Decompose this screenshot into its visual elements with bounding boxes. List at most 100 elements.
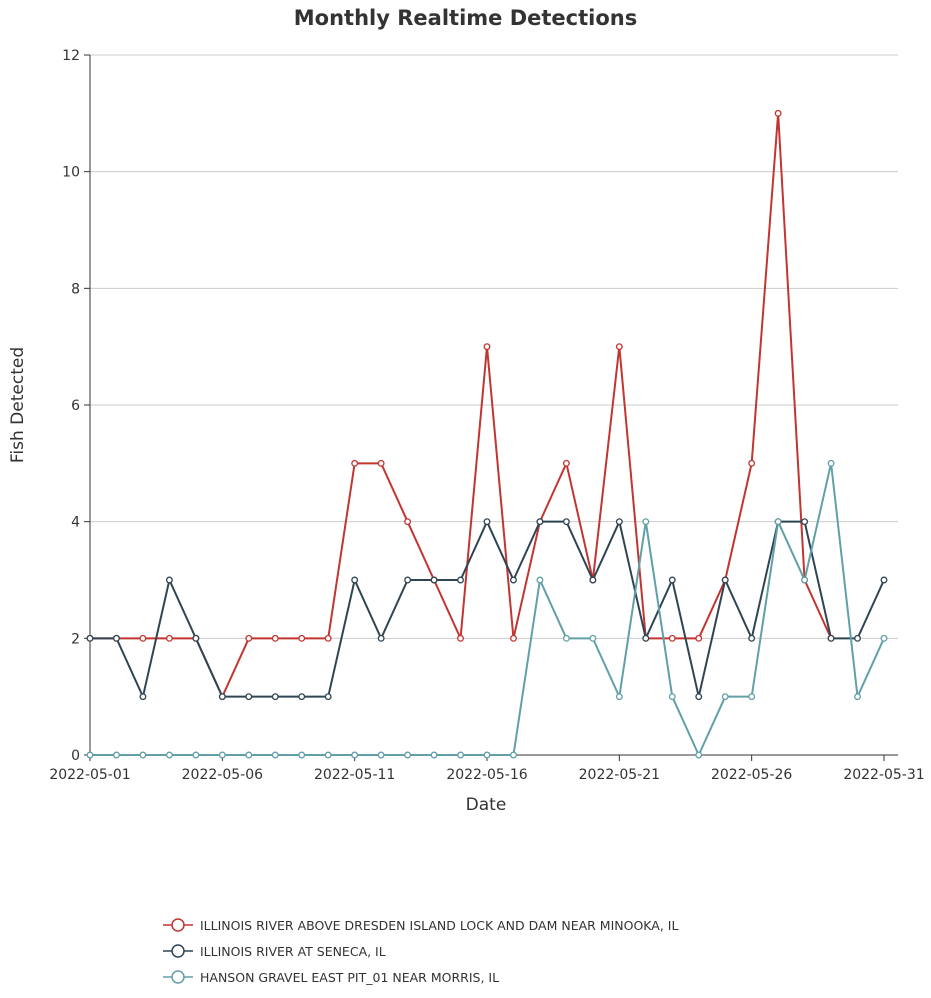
series-1-point xyxy=(510,634,517,642)
grid-lines xyxy=(90,54,898,639)
series-3-point xyxy=(165,751,173,759)
legend-label: ILLINOIS RIVER AT SENECA, IL xyxy=(200,943,386,959)
series-3-point xyxy=(801,576,809,584)
series-3-point xyxy=(298,751,306,759)
series-2-point xyxy=(218,693,226,701)
series-1-point xyxy=(245,634,253,642)
series-3-point xyxy=(245,751,253,759)
series-2-point xyxy=(298,693,306,701)
series-3-point xyxy=(589,634,597,642)
series-2-point xyxy=(510,576,517,584)
series-3-point xyxy=(404,751,412,759)
series-2-point xyxy=(642,634,650,642)
series-3-point xyxy=(510,751,517,759)
y-tick-label: 6 xyxy=(71,398,80,414)
series-2-point xyxy=(668,576,676,584)
series-2-point xyxy=(377,634,385,642)
series-3-point xyxy=(430,751,438,759)
y-tick-label: 10 xyxy=(62,165,80,181)
series-2-point xyxy=(880,576,888,584)
series-3-point xyxy=(271,751,279,759)
legend-item-series-2[interactable]: ILLINOIS RIVER AT SENECA, IL xyxy=(162,938,678,964)
series-1-legend-icon xyxy=(163,918,193,932)
series-3-point xyxy=(774,518,782,526)
series-2-legend-icon xyxy=(163,944,193,958)
series-2-point xyxy=(695,693,703,701)
series-2-point xyxy=(351,576,359,584)
legend-item-series-1[interactable]: ILLINOIS RIVER ABOVE DRESDEN ISLAND LOCK… xyxy=(162,912,678,938)
series-1-point xyxy=(324,634,332,642)
y-tick-label: 4 xyxy=(71,515,80,531)
series-3-point xyxy=(721,693,729,701)
axes: 0 2 4 6 8 10 12 2022-05-01 2022-05-06 2022-05-11 2… xyxy=(49,48,924,783)
y-tick-label: 0 xyxy=(71,748,80,764)
series-2-point xyxy=(748,634,756,642)
series-2-point xyxy=(165,576,173,584)
series-3-point xyxy=(695,751,703,759)
series-2-point xyxy=(404,576,412,584)
series-1-point xyxy=(695,634,703,642)
series-3-point xyxy=(351,751,359,759)
legend: ILLINOIS RIVER ABOVE DRESDEN ISLAND LOCK… xyxy=(162,912,678,990)
series-3-point xyxy=(536,576,544,584)
series-3-point xyxy=(377,751,385,759)
series-1-point xyxy=(615,343,623,351)
series-3-point xyxy=(218,751,226,759)
series-3-point xyxy=(615,693,623,701)
series-3-point xyxy=(748,693,756,701)
series-1-point xyxy=(139,634,147,642)
x-tick-label: 2022-05-11 xyxy=(314,767,395,783)
series-3-line xyxy=(90,463,885,758)
series-2-point xyxy=(271,693,279,701)
y-axis-label: Fish Detected xyxy=(8,346,28,464)
x-tick-label: 2022-05-06 xyxy=(182,767,263,783)
legend-label: HANSON GRAVEL EAST PIT_01 NEAR MORRIS, I… xyxy=(200,969,500,985)
series-2-point xyxy=(615,518,623,526)
series-2-point xyxy=(324,693,332,701)
series-1-point xyxy=(562,459,570,467)
series-1-point xyxy=(483,343,491,351)
series-2-point xyxy=(245,693,253,701)
series-2-point xyxy=(801,518,809,526)
series-3-point xyxy=(668,693,676,701)
x-tick-label: 2022-05-01 xyxy=(49,767,130,783)
series-1-point xyxy=(377,459,385,467)
series-2-point xyxy=(589,576,597,584)
series-1-point xyxy=(271,634,279,642)
series-1-point xyxy=(774,109,782,117)
series-3-point xyxy=(113,751,120,759)
series-2-point xyxy=(854,634,861,642)
series-1-point xyxy=(351,459,359,467)
series-1-point xyxy=(668,634,676,642)
x-tick-label: 2022-05-21 xyxy=(579,767,660,783)
series-1-point xyxy=(457,634,464,642)
x-tick-label: 2022-05-31 xyxy=(843,767,924,783)
series-2-point xyxy=(192,634,200,642)
series-2-point xyxy=(536,518,544,526)
series-1-point xyxy=(298,634,306,642)
series-2-point xyxy=(827,634,835,642)
series-3-point xyxy=(642,518,650,526)
series-3-point xyxy=(854,693,861,701)
series-2-point xyxy=(139,693,147,701)
series-3-point xyxy=(880,634,888,642)
series-3-point xyxy=(457,751,464,759)
series-lines xyxy=(90,113,885,758)
series-3-point xyxy=(324,751,332,759)
x-tick-label: 2022-05-16 xyxy=(446,767,527,783)
series-2-point xyxy=(113,634,120,642)
series-2-point xyxy=(721,576,729,584)
series-1-point xyxy=(165,634,173,642)
legend-item-series-3[interactable]: HANSON GRAVEL EAST PIT_01 NEAR MORRIS, I… xyxy=(162,964,678,990)
y-tick-label: 8 xyxy=(71,281,80,297)
legend-label: ILLINOIS RIVER ABOVE DRESDEN ISLAND LOCK… xyxy=(200,917,679,933)
x-axis-label: Date xyxy=(465,795,507,815)
x-tick-label: 2022-05-26 xyxy=(711,767,792,783)
series-3-point xyxy=(139,751,147,759)
series-2-point xyxy=(562,518,570,526)
series-2-point xyxy=(430,576,438,584)
y-tick-label: 12 xyxy=(62,48,80,64)
series-3-point xyxy=(86,751,94,759)
series-1-point xyxy=(748,459,756,467)
series-2-point xyxy=(457,576,464,584)
